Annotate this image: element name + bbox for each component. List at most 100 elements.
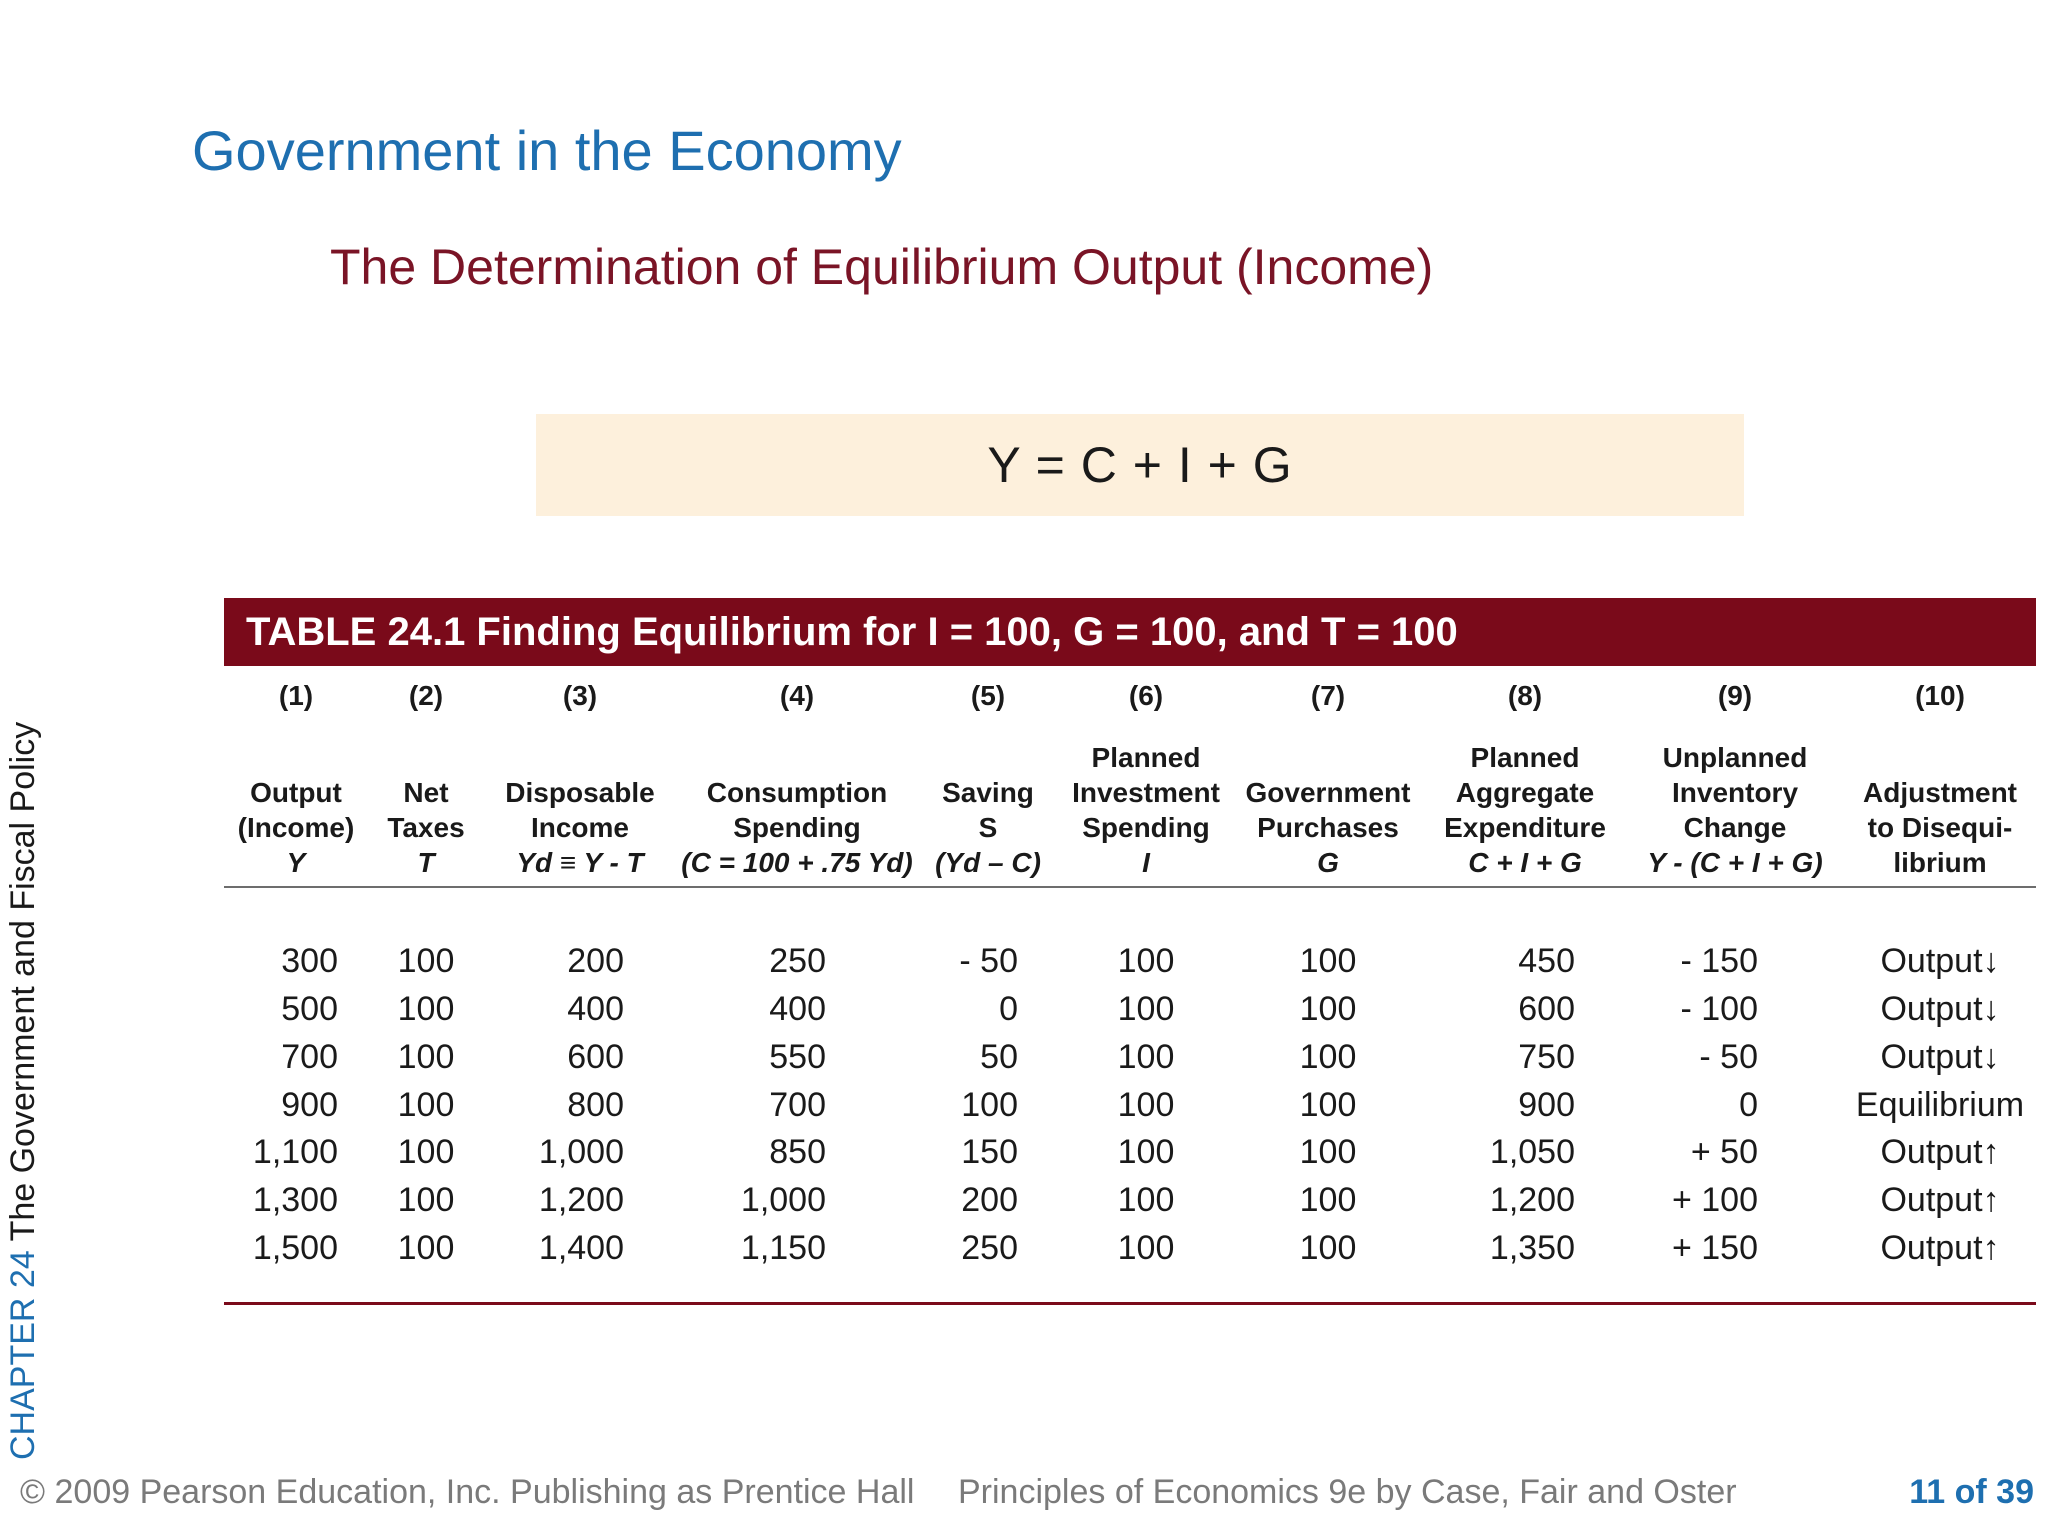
table-cell: Output↓: [1880, 990, 2000, 1028]
table-cell: 1,100: [252, 1133, 338, 1171]
table-cell: 550: [769, 1038, 826, 1076]
column-header-line: Net: [403, 777, 449, 808]
table-cell: 1,050: [1489, 1133, 1575, 1171]
table-cell: 1,500: [252, 1229, 338, 1267]
table-cell: 1,000: [538, 1133, 624, 1171]
table-cell: 300: [281, 942, 338, 980]
table-cell: 1,300: [252, 1181, 338, 1219]
column-header-line: Purchases: [1257, 812, 1399, 843]
column-header: Government Purchases G: [1246, 775, 1411, 880]
table-cell: 100: [1299, 1181, 1357, 1219]
table-cell: 250: [961, 1229, 1018, 1267]
table-cell: 400: [567, 990, 624, 1028]
table-cell: 100: [397, 1086, 455, 1124]
table-cell: Output↑: [1880, 1133, 2000, 1171]
table-cell: 100: [1299, 1038, 1357, 1076]
column-header-line: Investment: [1072, 777, 1220, 808]
column-header-line: Change: [1683, 812, 1787, 843]
column-header-line: Output: [250, 777, 342, 808]
table-cell: 600: [567, 1038, 624, 1076]
table-row: 500 100 400 400 0 100 100 600 - 100 Output↓: [0, 990, 2048, 1038]
table-row: 700 100 600 550 50 100 100 750 - 50 Output↓: [0, 1038, 2048, 1086]
column-header-line: Unplanned: [1662, 742, 1808, 773]
table-cell: 100: [1117, 942, 1175, 980]
column-number: (10): [1915, 680, 1965, 711]
column-header: Adjustment to Disequi-librium: [1863, 775, 2017, 880]
table-cell: 700: [281, 1038, 338, 1076]
table-cell: 750: [1518, 1038, 1575, 1076]
table-cell: 400: [769, 990, 826, 1028]
table-cell: 100: [1299, 1086, 1357, 1124]
column-header-line: Government: [1245, 777, 1411, 808]
column-header-line: Y: [286, 847, 306, 878]
table-title: TABLE 24.1 Finding Equilibrium for I = 1…: [224, 598, 2036, 666]
table-row: 300 100 200 250 - 50 100 100 450 - 150 Output↓: [0, 942, 2048, 990]
column-header-line: Adjustment: [1863, 777, 2017, 808]
column-number: (1): [278, 680, 314, 711]
table-cell: 100: [397, 1133, 455, 1171]
column-header-line: Spending: [1082, 812, 1210, 843]
table-row: 1,300 100 1,200 1,000 200 100 100 1,200 + 100 Out…: [0, 1181, 2048, 1229]
column-header: Net Taxes T: [387, 775, 464, 880]
column-number: (6): [1128, 680, 1164, 711]
column-header-line: Taxes: [387, 812, 465, 843]
table-cell: 100: [397, 942, 455, 980]
table-cell: 150: [961, 1133, 1018, 1171]
table-cell: - 150: [1680, 942, 1759, 980]
table-cell: 700: [769, 1086, 826, 1124]
table-cell: 100: [397, 1229, 455, 1267]
column-header: Disposable Income Yd ≡ Y - T: [505, 775, 654, 880]
table-cell: 900: [1518, 1086, 1575, 1124]
table-cell: 100: [1299, 1229, 1357, 1267]
column-header: Saving S (Yd – C): [935, 775, 1041, 880]
table-cell: 900: [281, 1086, 338, 1124]
table-cell: 200: [961, 1181, 1018, 1219]
table-cell: 800: [567, 1086, 624, 1124]
column-header-line: C + I + G: [1468, 847, 1582, 878]
table-cell: 100: [1299, 1133, 1357, 1171]
page-number: 11 of 39: [1909, 1473, 2034, 1511]
column-header-line: Yd ≡ Y - T: [516, 847, 644, 878]
column-header-line: I: [1142, 847, 1150, 878]
column-header-line: Consumption: [706, 777, 888, 808]
column-header: Consumption Spending (C = 100 + .75 Yd): [681, 775, 912, 880]
column-header-line: Spending: [733, 812, 861, 843]
slide-title: Government in the Economy: [192, 119, 902, 182]
column-number: (3): [562, 680, 598, 711]
column-header-line: (Yd – C): [935, 847, 1041, 878]
column-headers: Output (Income) Y Net Taxes T Disposable Income…: [238, 740, 2017, 880]
footer-copyright: © 2009 Pearson Education, Inc. Publishin…: [20, 1473, 915, 1511]
table-cell: 1,200: [1489, 1181, 1575, 1219]
table-cell: 850: [769, 1133, 826, 1171]
table-cell: Output↑: [1880, 1229, 2000, 1267]
equation: Y = C + I + G: [987, 437, 1293, 493]
table-cell: Output↑: [1880, 1181, 2000, 1219]
table-cell: 100: [1117, 1229, 1175, 1267]
column-header-line: to Disequi-: [1867, 812, 2013, 843]
column-header-line: Inventory: [1671, 777, 1799, 808]
table-cell: - 100: [1680, 990, 1759, 1028]
column-header-line: T: [417, 847, 435, 878]
table-cell: 100: [397, 1181, 455, 1219]
table-cell: 100: [961, 1086, 1018, 1124]
column-header-line: (C = 100 + .75 Yd): [681, 847, 913, 878]
equation-box: Y = C + I + G: [536, 414, 1744, 516]
column-header-line: Y - (C + I + G): [1647, 847, 1823, 878]
table-cell: + 100: [1671, 1181, 1758, 1219]
table-cell: 200: [567, 942, 624, 980]
column-header: Planned Aggregate Expenditure C + I + G: [1444, 740, 1606, 880]
table-cell: 500: [281, 990, 338, 1028]
table-cell: 1,350: [1489, 1229, 1575, 1267]
table-bottom-rule: [224, 1302, 2036, 1305]
column-header-line: librium: [1893, 847, 1987, 878]
column-header: Unplanned Inventory Change Y - (C + I + G): [1647, 740, 1822, 880]
column-header-line: Income: [530, 812, 630, 843]
table-cell: 50: [980, 1038, 1018, 1076]
table-cell: 250: [769, 942, 826, 980]
table-cell: 1,200: [538, 1181, 624, 1219]
column-header: Output (Income) Y: [238, 775, 355, 880]
slide-subtitle: The Determination of Equilibrium Output …: [330, 239, 1434, 295]
column-number: (8): [1507, 680, 1543, 711]
column-header-line: Planned: [1470, 742, 1580, 773]
table-row: 1,100 100 1,000 850 150 100 100 1,050 + 50 Output…: [0, 1133, 2048, 1181]
